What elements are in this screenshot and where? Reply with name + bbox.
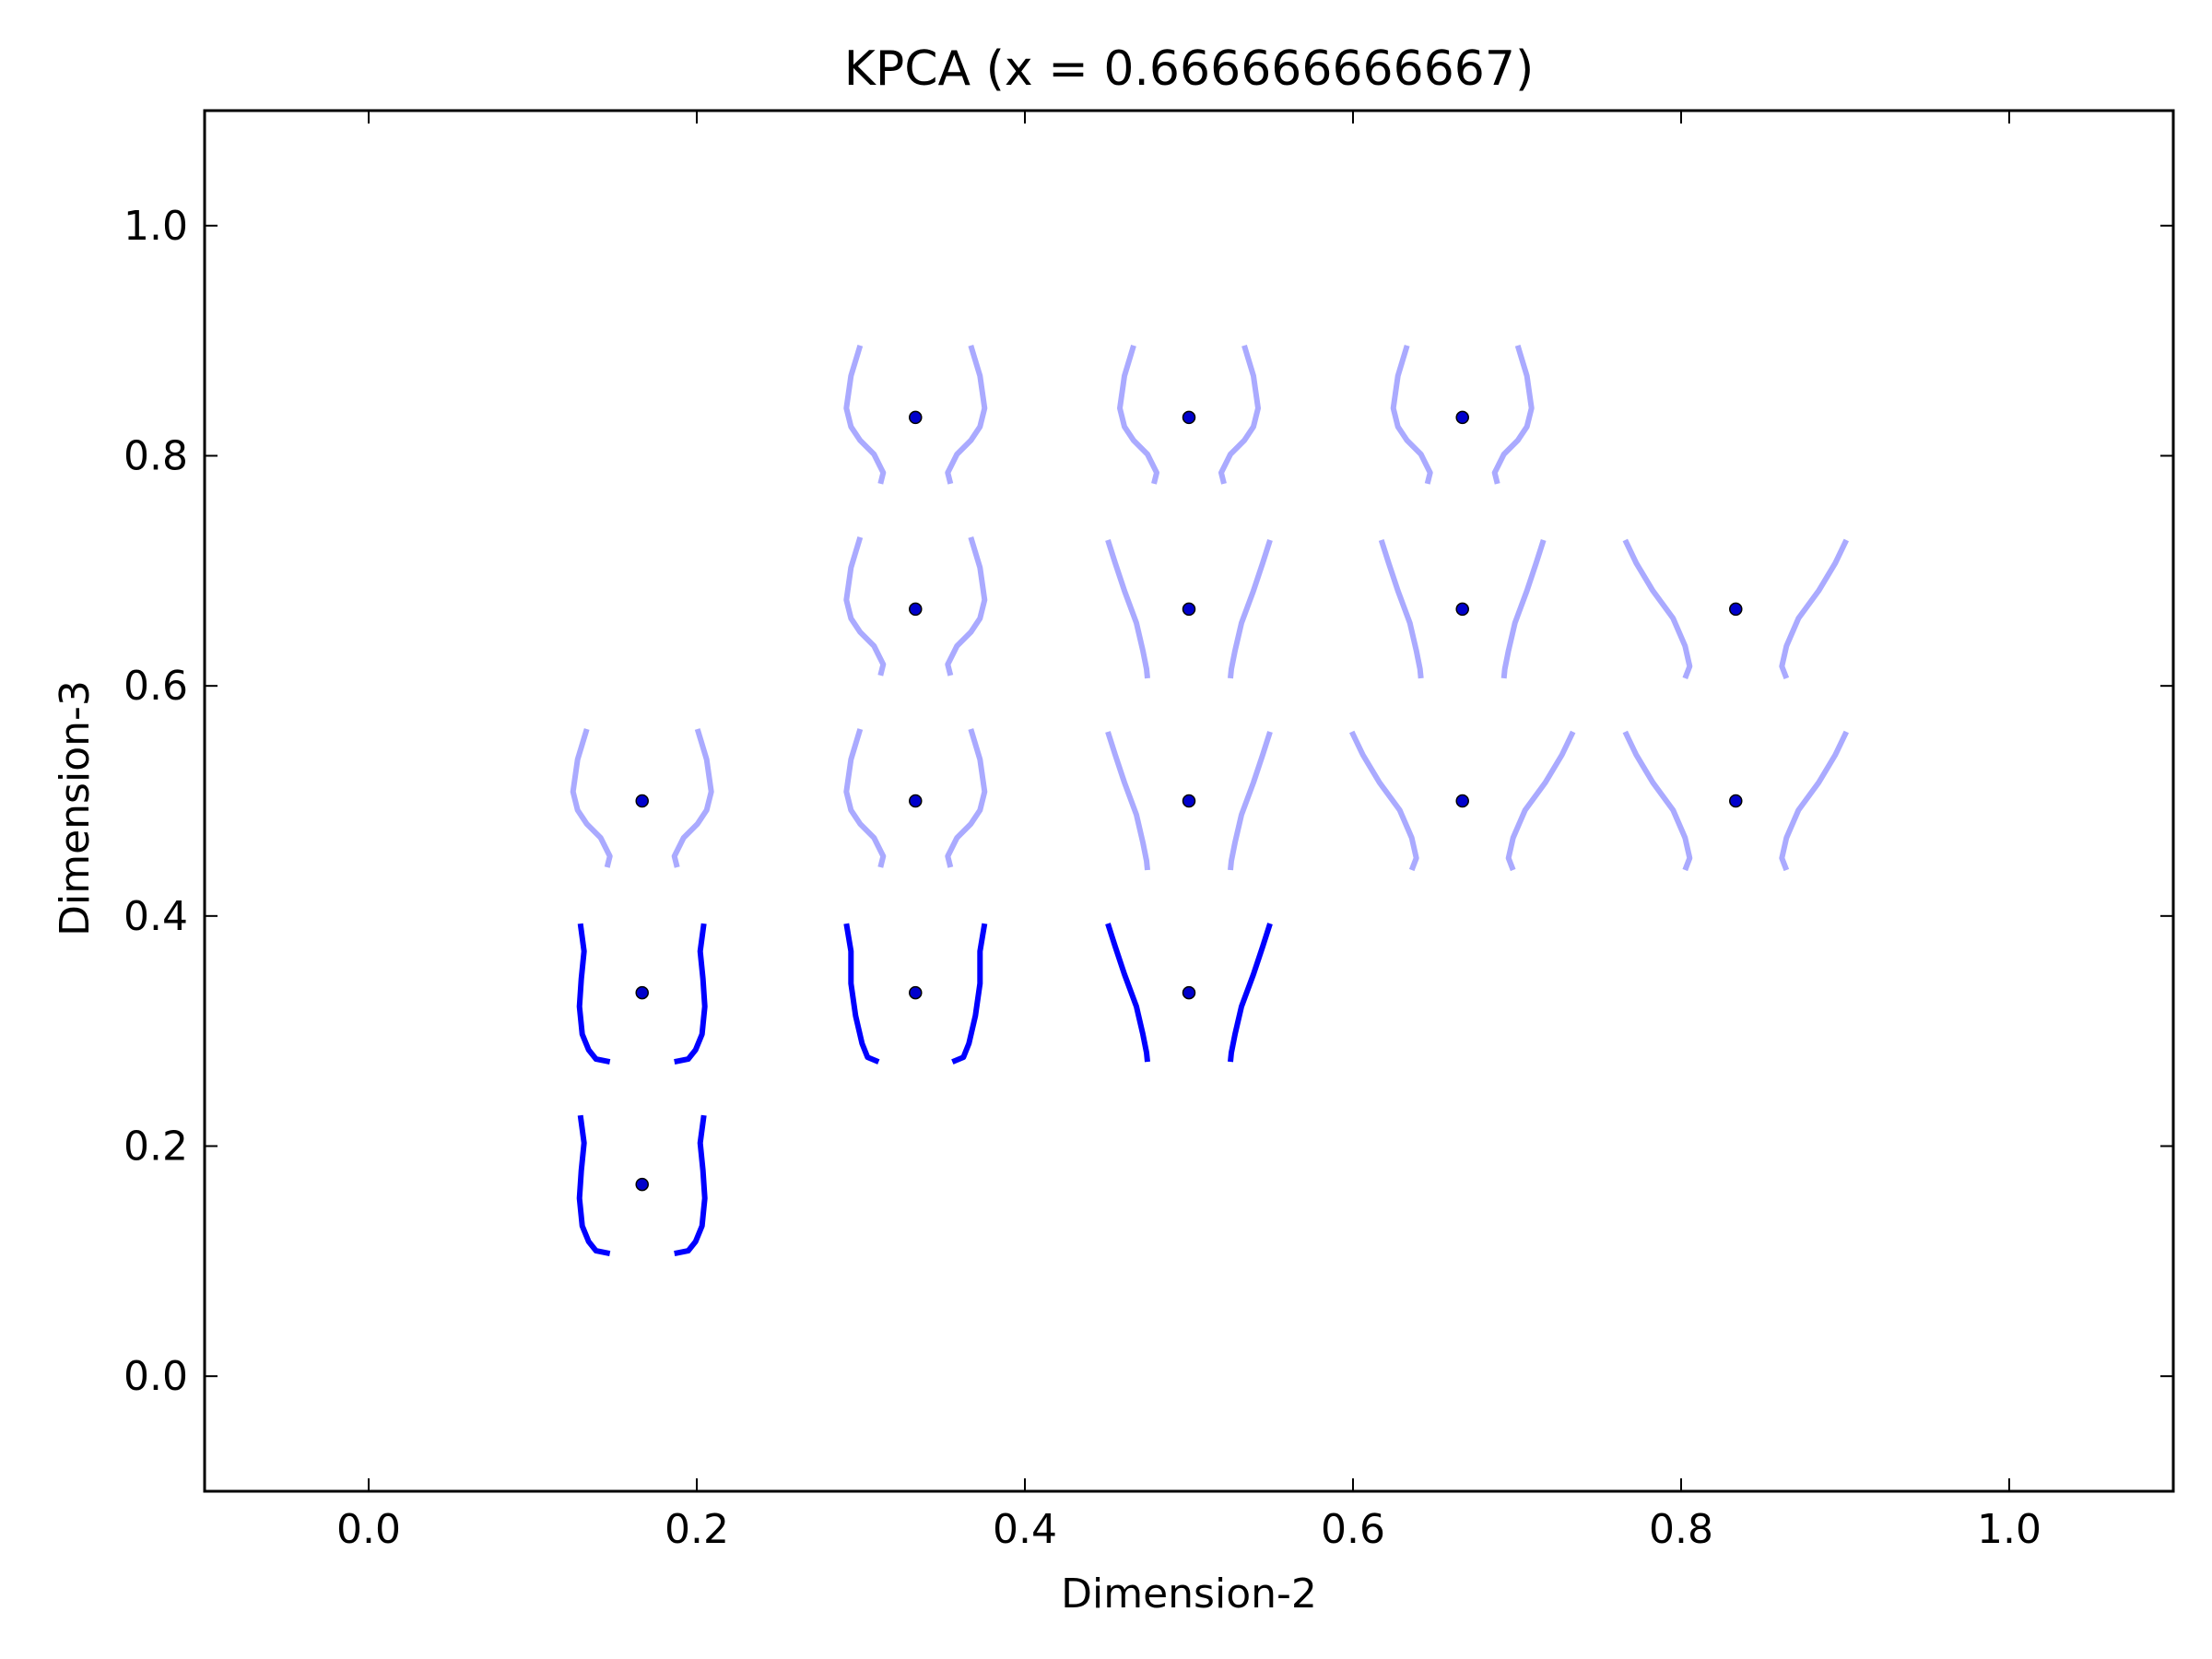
chart-title: KPCA (x = 0.666666666667) [844, 41, 1534, 97]
data-point [909, 410, 923, 425]
data-point [635, 794, 649, 808]
glyph-left-curve [843, 536, 887, 677]
glyph-right-curve [1228, 923, 1273, 1063]
glyph-left-curve [843, 345, 887, 485]
glyph-right-curve [674, 923, 708, 1065]
glyph-right-curve [1505, 730, 1576, 872]
data-point [1182, 794, 1196, 808]
glyph-right-curve [1500, 538, 1547, 679]
data-point [635, 1177, 649, 1192]
glyph-right-curve [1228, 538, 1273, 679]
x-tick-label: 1.0 [1977, 1506, 2041, 1553]
x-tick-label: 0.2 [665, 1506, 729, 1553]
glyph-left-curve [843, 923, 880, 1065]
glyph-left-curve [1105, 538, 1150, 679]
y-tick-label: 0.0 [124, 1353, 188, 1400]
tick-label-layer: 0.0 0.2 0.4 0.6 0.8 1.0 0.0 0.2 0.4 0.6 0.8 1.0 [124, 203, 2041, 1553]
glyph-right-curve [951, 923, 988, 1065]
data-point [909, 985, 923, 1000]
x-tick-label: 0.0 [336, 1506, 401, 1553]
glyph-right-curve [945, 728, 988, 868]
glyph-left-curve [576, 923, 611, 1065]
data-point [1182, 602, 1196, 617]
y-tick-label: 0.8 [124, 433, 188, 480]
glyph-layer [570, 345, 1850, 1257]
glyph-left-curve [1117, 345, 1159, 485]
data-point [1729, 794, 1743, 808]
glyph-left-curve [1348, 730, 1419, 872]
tick-layer [205, 111, 2173, 1491]
glyph-right-curve [671, 728, 714, 868]
glyph-right-curve [1228, 731, 1273, 871]
plot-frame [203, 109, 2175, 1493]
glyph-left-curve [1105, 731, 1150, 871]
data-point [1455, 794, 1469, 808]
glyph-left-curve [1378, 538, 1424, 679]
y-tick-label: 1.0 [124, 203, 188, 250]
x-axis-label: Dimension-2 [1061, 1571, 1317, 1618]
data-point [1455, 410, 1469, 425]
glyph-left-curve [576, 1114, 611, 1257]
glyph-right-curve [674, 1114, 708, 1257]
glyph-right-curve [1779, 730, 1850, 872]
x-tick-label: 0.8 [1649, 1506, 1713, 1553]
glyph-left-curve [1105, 923, 1150, 1063]
marker-layer [635, 410, 1743, 1192]
glyph-right-curve [945, 536, 988, 677]
glyph-left-curve [1622, 730, 1693, 872]
data-point [909, 602, 923, 617]
glyph-left-curve [843, 728, 887, 868]
y-tick-label: 0.6 [124, 663, 188, 710]
glyph-right-curve [1491, 345, 1535, 485]
data-point [1455, 602, 1469, 617]
glyph-right-curve [1218, 345, 1261, 485]
y-tick-label: 0.2 [124, 1124, 188, 1171]
data-point [1182, 410, 1196, 425]
data-point [909, 794, 923, 808]
x-tick-label: 0.4 [993, 1506, 1057, 1553]
glyph-left-curve [1622, 538, 1693, 679]
glyph-right-curve [945, 345, 988, 485]
y-tick-label: 0.4 [124, 893, 188, 940]
glyph-left-curve [1390, 345, 1433, 485]
x-tick-label: 0.6 [1321, 1506, 1385, 1553]
data-point [1729, 602, 1743, 617]
plot-area [203, 109, 2175, 1493]
data-point [1182, 985, 1196, 1000]
glyph-left-curve [570, 728, 613, 868]
glyph-right-curve [1779, 538, 1850, 679]
y-axis-label: Dimension-3 [52, 680, 99, 936]
data-point [635, 985, 649, 1000]
